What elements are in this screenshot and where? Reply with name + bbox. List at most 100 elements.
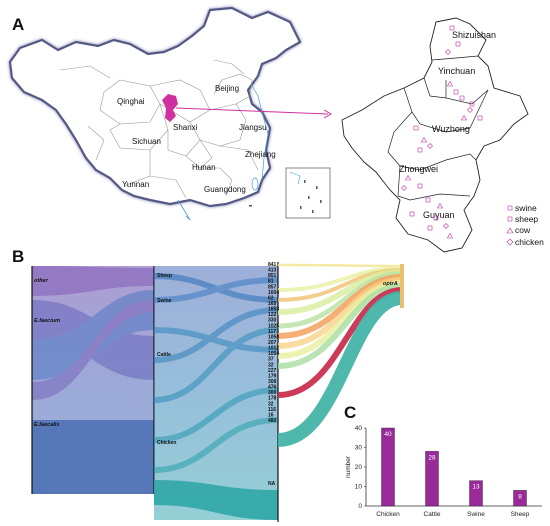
sample-marker — [425, 197, 431, 203]
diamond-marker-icon — [506, 238, 514, 246]
bar-value-label: 13 — [472, 484, 480, 491]
sample-marker — [417, 183, 423, 189]
bar-value-label: 28 — [428, 454, 436, 461]
square-marker-icon — [507, 216, 513, 222]
sample-marker — [420, 136, 428, 143]
y-tick-label: 20 — [355, 464, 363, 471]
sankey-st-labels: 8414138518185716046216516531223301025117… — [268, 262, 279, 487]
province-label: Guangdong — [204, 185, 246, 194]
sample-marker — [469, 101, 475, 107]
province-label: Shanxi — [173, 123, 198, 132]
sankey-host-label: Cattle — [157, 352, 171, 358]
sankey-st-label: 37 — [268, 357, 274, 363]
sankey-st-label: 1653 — [268, 307, 279, 313]
province-labels: Beijing Qinghai Shanxi Jiangsu Sichuan Z… — [117, 84, 276, 194]
sankey-st-label: 32 — [268, 401, 274, 407]
ningxia-map — [341, 17, 529, 253]
sample-marker — [409, 211, 415, 217]
sample-marker — [446, 232, 454, 239]
sankey-st-label: 32 — [268, 362, 274, 368]
sankey-st-label: 480 — [268, 418, 277, 424]
x-tick-label: Sheep — [511, 511, 530, 518]
province-label: Sichuan — [132, 137, 161, 146]
sample-marker — [459, 95, 465, 101]
sankey-host-label: Chicken — [157, 440, 176, 446]
y-tick-label: 10 — [355, 484, 363, 491]
sankey-st-label: 16 — [268, 412, 274, 418]
province-label: Hunan — [192, 163, 216, 172]
sankey-st-label: 62 — [268, 295, 274, 301]
province-label: Beijing — [215, 84, 239, 93]
ningxia-city-labels: Shizuishan Yinchuan Wuzhong Zhongwei Guy… — [399, 30, 496, 220]
bar-value-label: 40 — [384, 431, 392, 438]
x-tick-label: Cattle — [424, 511, 441, 518]
sankey-left-label: other — [34, 278, 49, 284]
sankey-st-label: 476 — [268, 385, 277, 391]
sankey-st-label: 413 — [268, 268, 277, 274]
y-tick-label: 30 — [355, 445, 363, 452]
sample-marker — [443, 223, 449, 229]
sankey-st-label: 122 — [268, 312, 277, 318]
sankey-st-label: 841 — [268, 262, 277, 268]
sample-marker — [455, 41, 461, 47]
bar — [513, 490, 527, 507]
city-label: Zhongwei — [399, 164, 438, 174]
sankey-st-label: 330 — [268, 318, 277, 324]
sankey-st-label: 851 — [268, 273, 277, 279]
sankey-st-label: 857 — [268, 284, 277, 290]
bar-chart: 0 10 20 30 40 number 40 Chicken 28 Cattle 13 Swine 8… — [345, 425, 542, 518]
sankey-st-label: 207 — [268, 340, 277, 346]
ningxia-highlight — [162, 94, 178, 122]
sankey-st-label: 117 — [268, 329, 276, 335]
city-label: Yinchuan — [438, 66, 475, 76]
sample-marker — [467, 107, 473, 113]
south-china-sea-inset — [285, 167, 331, 219]
sample-marker — [404, 174, 412, 181]
x-tick-label: Swine — [467, 511, 485, 518]
y-axis-label: number — [345, 455, 352, 478]
sankey-host-label: Sheep — [157, 273, 172, 279]
bar — [469, 480, 483, 507]
sankey-st-label: 179 — [268, 373, 277, 379]
sample-marker — [445, 49, 451, 55]
sankey-st-label: 300 — [268, 390, 277, 396]
sample-marker — [401, 185, 407, 191]
panel-b-label: B — [12, 247, 24, 266]
legend-label: chicken — [515, 237, 544, 247]
legend-label: sheep — [515, 214, 538, 224]
sample-marker — [460, 114, 468, 121]
x-tick-label: Chicken — [376, 511, 400, 518]
sankey-st-label: 308 — [268, 379, 277, 385]
sankey-gene-label: optrA — [383, 281, 398, 287]
legend-label: cow — [515, 225, 531, 235]
sample-marker — [413, 125, 419, 131]
sample-marker — [449, 25, 455, 31]
sankey-st-label: 178 — [268, 396, 277, 402]
province-label: Jiangsu — [239, 123, 267, 132]
sample-marker — [427, 225, 433, 231]
y-tick-label: 0 — [358, 503, 362, 510]
sample-marker — [477, 115, 483, 121]
sample-marker — [453, 89, 459, 95]
triangle-marker-icon — [506, 227, 514, 234]
sample-marker — [446, 80, 454, 87]
sankey-host-label: Swine — [157, 298, 172, 304]
sample-marker — [417, 147, 423, 153]
china-map — [8, 6, 333, 221]
sankey-st-label: 1054 — [268, 351, 279, 357]
sankey-st-label: 1604 — [268, 290, 279, 296]
sankey-left-label: E.faecalis — [34, 422, 59, 428]
province-label: Qinghai — [117, 97, 145, 106]
city-label: Shizuishan — [452, 30, 496, 40]
sankey-st-label: 1025 — [268, 323, 279, 329]
province-label: Yunnan — [122, 180, 149, 189]
bar — [425, 451, 439, 507]
legend-label: swine — [515, 203, 537, 213]
bar — [381, 427, 395, 507]
sample-marker — [433, 215, 439, 221]
square-marker-icon — [507, 205, 513, 211]
sankey-st-label: 165 — [268, 301, 277, 307]
sample-marker — [427, 143, 433, 149]
sankey-st-label: NA — [268, 481, 276, 487]
